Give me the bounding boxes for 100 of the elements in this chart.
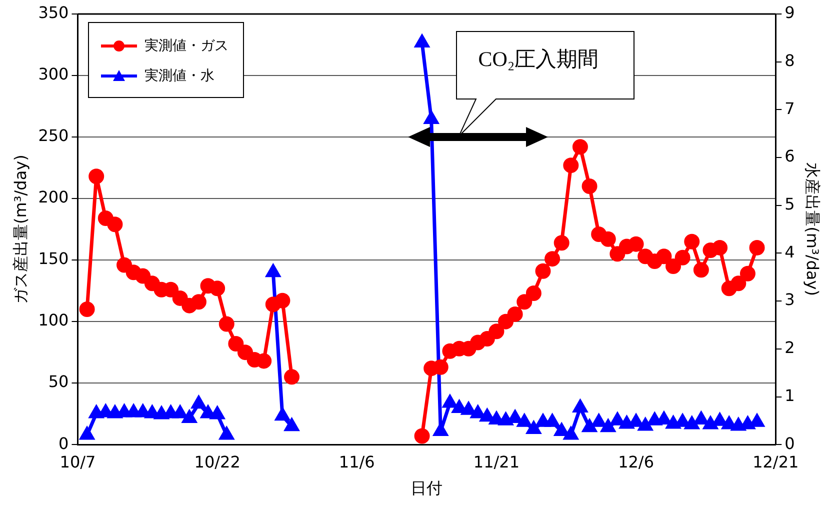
point bbox=[210, 406, 224, 420]
point bbox=[274, 292, 290, 308]
point bbox=[228, 336, 244, 352]
point bbox=[545, 414, 560, 427]
y-tick-label: 200 bbox=[38, 188, 69, 207]
y2-axis-title: 水産出量(m³/day) bbox=[803, 162, 822, 296]
point bbox=[526, 422, 541, 434]
point bbox=[173, 406, 188, 418]
point bbox=[628, 236, 644, 252]
y-tick-label: 250 bbox=[38, 126, 69, 146]
point bbox=[266, 264, 280, 278]
point bbox=[284, 369, 300, 385]
point bbox=[135, 268, 151, 284]
point bbox=[684, 416, 699, 430]
y2-tick-label: 0 bbox=[784, 434, 795, 453]
point bbox=[676, 414, 690, 427]
point bbox=[442, 395, 457, 408]
point bbox=[117, 404, 132, 418]
point bbox=[136, 404, 150, 418]
point bbox=[544, 251, 560, 267]
y2-tick-label: 8 bbox=[784, 51, 795, 70]
point bbox=[210, 280, 226, 296]
point bbox=[480, 409, 494, 422]
point bbox=[693, 262, 709, 278]
point bbox=[572, 139, 588, 155]
point bbox=[479, 331, 495, 347]
point bbox=[610, 246, 626, 262]
point bbox=[740, 266, 756, 282]
point bbox=[284, 418, 299, 432]
point bbox=[601, 420, 616, 432]
x-tick-label: 11/6 bbox=[338, 452, 375, 472]
point bbox=[116, 257, 132, 273]
point bbox=[498, 314, 514, 330]
point bbox=[192, 396, 206, 409]
x-tick-label: 12/21 bbox=[752, 452, 799, 472]
point bbox=[629, 414, 643, 427]
point bbox=[592, 414, 606, 427]
y2-tick-label: 1 bbox=[784, 386, 795, 405]
point bbox=[536, 414, 550, 427]
y2-tick-label: 3 bbox=[784, 290, 795, 310]
point bbox=[564, 427, 578, 440]
point bbox=[237, 344, 253, 360]
point bbox=[80, 427, 94, 440]
point bbox=[218, 316, 234, 332]
point bbox=[526, 286, 542, 302]
y2-tick-label: 6 bbox=[784, 146, 795, 166]
point bbox=[88, 168, 104, 184]
y-axis-title: ガス産出量(m³/day) bbox=[10, 154, 30, 304]
point bbox=[535, 263, 551, 279]
point bbox=[517, 414, 532, 427]
point bbox=[172, 290, 188, 306]
point bbox=[600, 231, 616, 247]
point bbox=[470, 406, 485, 418]
point bbox=[516, 294, 532, 310]
point bbox=[507, 306, 523, 322]
point bbox=[582, 178, 598, 194]
point bbox=[488, 324, 504, 340]
point bbox=[712, 413, 727, 426]
point bbox=[554, 235, 570, 251]
point bbox=[424, 112, 438, 124]
point bbox=[201, 406, 215, 418]
point bbox=[749, 240, 765, 256]
x-tick-label: 11/21 bbox=[473, 452, 520, 472]
point bbox=[674, 250, 690, 266]
point bbox=[508, 410, 522, 424]
point bbox=[694, 412, 708, 424]
y-tick-label: 50 bbox=[48, 372, 69, 392]
point bbox=[414, 428, 430, 444]
point bbox=[712, 240, 728, 256]
point bbox=[554, 423, 569, 436]
point bbox=[563, 158, 579, 174]
y-tick-label: 0 bbox=[58, 434, 69, 453]
point bbox=[126, 404, 141, 418]
point bbox=[276, 408, 290, 421]
point bbox=[79, 302, 95, 318]
y-tick-label: 350 bbox=[38, 3, 69, 22]
annotation: CO₂圧入期間 bbox=[478, 46, 599, 74]
y2-tick-label: 5 bbox=[784, 194, 795, 214]
point bbox=[684, 234, 700, 250]
y-tick-label: 150 bbox=[38, 249, 69, 268]
x-axis-title: 日付 bbox=[410, 478, 443, 498]
y2-tick-label: 2 bbox=[784, 338, 795, 358]
point bbox=[107, 216, 123, 232]
point bbox=[638, 418, 652, 431]
point bbox=[656, 248, 672, 264]
point bbox=[582, 420, 596, 432]
point bbox=[490, 412, 504, 424]
point bbox=[415, 34, 429, 48]
y2-tick-label: 4 bbox=[784, 242, 795, 262]
y2-tick-label: 7 bbox=[784, 98, 795, 118]
y2-tick-label: 9 bbox=[784, 3, 795, 22]
point bbox=[704, 416, 718, 430]
point bbox=[730, 276, 746, 292]
point bbox=[750, 414, 764, 427]
y-tick-label: 300 bbox=[38, 64, 69, 84]
point bbox=[220, 427, 234, 440]
legend-label: 実測値・ガス bbox=[144, 37, 229, 55]
legend-label: 実測値・水 bbox=[144, 67, 215, 85]
x-tick-label: 10/22 bbox=[194, 452, 240, 472]
x-tick-label: 12/6 bbox=[618, 452, 654, 472]
